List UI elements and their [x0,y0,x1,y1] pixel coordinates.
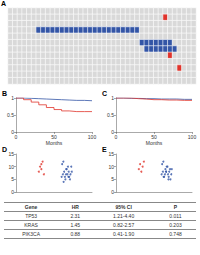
html-text:0.41-1.90: 0.41-1.90 [113,231,135,237]
svg-text:D: D [2,146,7,153]
svg-text:0: 0 [11,189,14,195]
svg-text:10: 10 [108,164,114,170]
svg-text:0: 0 [111,189,114,195]
svg-text:0.5: 0.5 [7,112,14,118]
svg-text:15: 15 [8,151,14,157]
svg-text:Months: Months [146,140,163,146]
html-text:0.88: 0.88 [70,231,81,237]
svg-text:0: 0 [111,129,114,135]
svg-text:B: B [2,90,7,97]
svg-text:A: A [1,0,6,7]
svg-text:C: C [102,90,107,97]
svg-text:E: E [102,146,107,153]
svg-text:5: 5 [11,176,14,182]
svg-text:0: 0 [15,134,18,140]
html-text:0.82-2.57: 0.82-2.57 [113,222,135,228]
svg-text:Months: Months [46,140,63,146]
svg-text:50: 50 [51,134,57,140]
svg-text:100: 100 [88,134,97,140]
svg-text:0.5: 0.5 [107,112,114,118]
html-text:0.748: 0.748 [169,231,182,237]
svg-text:15: 15 [108,151,114,157]
html-text:HR: HR [71,204,79,210]
html-text:0.203: 0.203 [169,222,182,228]
svg-text:100: 100 [188,134,197,140]
svg-text:1: 1 [11,95,14,101]
svg-text:50: 50 [151,134,157,140]
html-text:PIK3CA: PIK3CA [22,231,40,237]
html-text:P: P [173,204,178,210]
svg-text:10: 10 [8,164,14,170]
html-text:Gene: Gene [24,204,38,210]
svg-text:0: 0 [11,129,14,135]
html-text:95% CI: 95% CI [115,204,132,210]
html-text:0.011: 0.011 [169,213,182,219]
html-text:KRAS: KRAS [24,222,38,228]
svg-text:1: 1 [111,95,114,101]
html-text:1.21-4.40: 1.21-4.40 [113,213,135,219]
svg-text:0: 0 [115,134,118,140]
html-text:1.45: 1.45 [70,222,81,228]
html-text:TP53: TP53 [25,213,38,219]
html-text:2.31: 2.31 [70,213,81,219]
svg-text:5: 5 [111,176,114,182]
